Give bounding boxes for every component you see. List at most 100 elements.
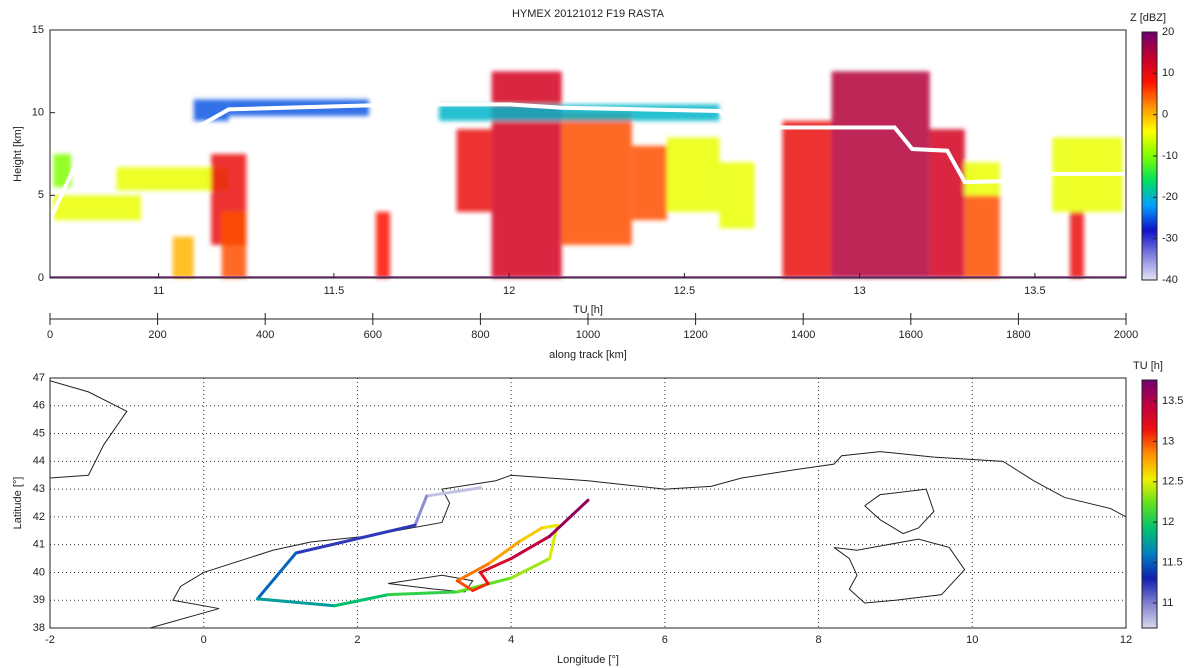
y-tick-label: 40 <box>33 566 45 578</box>
coastline <box>864 488 935 535</box>
y-tick-label: 0 <box>38 272 44 284</box>
x-tick-label: 13.5 <box>1024 285 1045 297</box>
x-tick-label: 0 <box>201 634 207 646</box>
track-segment <box>294 523 417 555</box>
x2-tick-label: 1800 <box>1006 329 1030 341</box>
track-segment <box>478 570 490 586</box>
track-segment <box>332 593 390 608</box>
track-segment <box>471 582 490 592</box>
plot-frame <box>49 29 1127 279</box>
track-segment <box>540 523 559 530</box>
echo-cell <box>561 112 632 245</box>
colorbar-tick-label: 12 <box>1162 516 1174 528</box>
colorbar-tick-label: -30 <box>1162 233 1178 245</box>
x-tick-label: 11 <box>153 285 164 297</box>
colorbar <box>1141 379 1158 629</box>
x-tick-label: 12 <box>503 285 515 297</box>
track-segment <box>548 498 590 538</box>
x2-tick-label: 1400 <box>791 329 815 341</box>
echo-cell <box>964 162 1000 196</box>
echo-cell <box>491 71 562 278</box>
track-segment <box>256 551 298 601</box>
colorbar-tick-label: 20 <box>1162 26 1174 38</box>
x-axis-label: Longitude [°] <box>557 654 619 666</box>
y-axis-label: Height [km] <box>12 126 24 182</box>
coastline <box>49 380 128 479</box>
echo-field <box>53 71 1123 278</box>
colorbar-label: TU [h] <box>1133 360 1163 372</box>
track-segment <box>509 557 552 580</box>
echo-cell <box>53 195 142 221</box>
track-segment <box>413 494 429 527</box>
y-tick-label: 38 <box>33 622 45 634</box>
echo-cell <box>831 71 930 278</box>
x-tick-label: 10 <box>966 634 978 646</box>
coastline <box>149 451 1127 629</box>
coastline <box>833 538 966 604</box>
track-segment <box>509 534 552 561</box>
y-tick-label: 41 <box>33 539 45 551</box>
y-tick-label: 46 <box>33 400 45 412</box>
y-tick-label: 10 <box>32 107 44 119</box>
colorbar-tick-label: 13 <box>1162 435 1174 447</box>
track-segment <box>486 540 521 566</box>
echo-cell <box>221 211 247 278</box>
x-tick-label: 8 <box>816 634 822 646</box>
x2-axis-label: along track [km] <box>549 349 627 361</box>
echo-cell <box>782 120 832 278</box>
y-tick-label: 15 <box>32 24 44 36</box>
echo-cell <box>964 195 1000 278</box>
x2-tick-label: 600 <box>364 329 382 341</box>
echo-cell <box>631 145 667 221</box>
echo-cell <box>719 162 755 229</box>
x-tick-label: 11.5 <box>324 285 345 297</box>
x2-tick-label: 1000 <box>576 329 600 341</box>
x2-tick-label: 800 <box>471 329 489 341</box>
track-segment <box>256 597 336 608</box>
x2-tick-label: 1200 <box>683 329 707 341</box>
colorbar-tick-label: 11 <box>1162 597 1173 609</box>
track-segment <box>478 557 513 574</box>
x2-tick-label: 200 <box>148 329 166 341</box>
x-axis-label: TU [h] <box>573 304 603 316</box>
echo-cell <box>1069 211 1084 278</box>
x-tick-label: 12.5 <box>674 285 695 297</box>
y-tick-label: 5 <box>38 189 44 201</box>
flight-altitude <box>48 102 1126 221</box>
colorbar-tick-label: 10 <box>1162 67 1174 79</box>
colorbar-tick-label: 12.5 <box>1162 476 1183 488</box>
x-tick-label: 4 <box>508 634 514 646</box>
colorbar-tick-label: -20 <box>1162 191 1178 203</box>
chart-title: HYMEX 20121012 F19 RASTA <box>512 8 665 20</box>
echo-cell <box>53 154 72 188</box>
y-tick-label: 47 <box>33 372 45 384</box>
y-tick-label: 42 <box>33 511 45 523</box>
y-axis-label: Latitude [°] <box>12 477 24 530</box>
x-tick-label: 2 <box>354 634 360 646</box>
track-segment <box>386 590 459 597</box>
echo-cell <box>172 236 194 278</box>
colorbar-tick-label: 11.5 <box>1162 556 1183 568</box>
colorbar-tick-label: 13.5 <box>1162 395 1183 407</box>
track-segment <box>455 579 475 592</box>
x-tick-label: 12 <box>1120 634 1132 646</box>
colorbar-tick-label: 0 <box>1162 109 1168 121</box>
plot-frame <box>49 377 1127 629</box>
colorbar-tick-label: -40 <box>1162 274 1178 286</box>
track-segment <box>425 486 482 498</box>
y-tick-label: 39 <box>33 594 45 606</box>
echo-cell <box>375 211 390 278</box>
x-tick-label: 13 <box>854 285 866 297</box>
x2-tick-label: 2000 <box>1114 329 1138 341</box>
colorbar-label: Z [dBZ] <box>1130 12 1166 24</box>
x-tick-label: -2 <box>45 634 55 646</box>
x-tick-label: 6 <box>662 634 668 646</box>
echo-cell <box>456 129 492 212</box>
echo-cell <box>116 167 229 191</box>
y-tick-label: 44 <box>33 455 45 467</box>
y-tick-label: 45 <box>33 427 45 439</box>
track-segment <box>517 526 544 544</box>
track-segment <box>455 562 490 583</box>
x2-tick-label: 1600 <box>899 329 923 341</box>
